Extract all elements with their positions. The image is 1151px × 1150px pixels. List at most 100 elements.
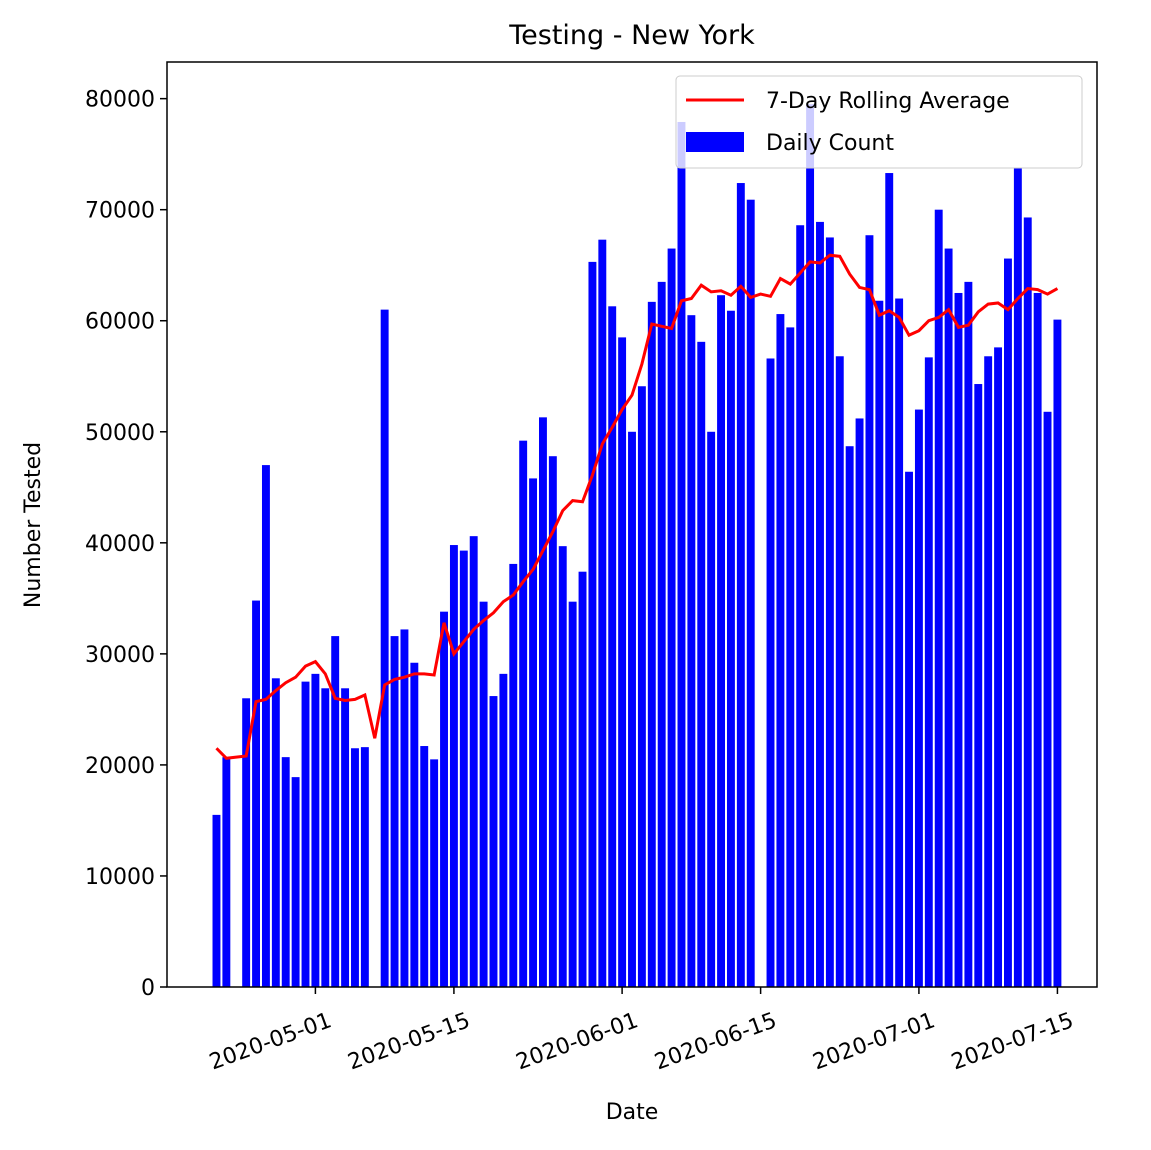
bar	[845, 446, 854, 987]
bar	[489, 696, 498, 987]
bar	[885, 173, 894, 987]
bar	[736, 183, 745, 987]
bar	[825, 237, 834, 987]
bar	[667, 248, 676, 987]
legend-box	[675, 75, 1083, 169]
bar	[558, 546, 567, 987]
y-axis-label: Number Tested	[21, 442, 46, 608]
bar	[717, 295, 725, 988]
bar	[677, 121, 686, 987]
bar	[410, 662, 419, 987]
legend-label: 7-Day Rolling Average	[766, 89, 1010, 114]
y-tick-label: 0	[141, 976, 155, 1001]
bar	[1023, 217, 1032, 988]
y-tick-label: 70000	[85, 199, 155, 224]
y-tick-label: 60000	[85, 310, 155, 335]
bar	[934, 209, 943, 987]
y-tick-label: 30000	[85, 643, 155, 668]
y-tick-label: 10000	[85, 865, 155, 890]
y-tick-label: 80000	[85, 88, 155, 113]
bar	[726, 310, 735, 987]
bar	[430, 759, 439, 987]
bar	[539, 417, 547, 987]
bar	[974, 384, 983, 987]
bar	[786, 327, 795, 988]
bar	[796, 225, 805, 987]
bar	[479, 601, 488, 987]
bar	[400, 629, 409, 987]
bar	[331, 636, 340, 987]
bar	[914, 409, 923, 987]
bar	[618, 337, 627, 988]
bar	[578, 571, 587, 987]
y-tick-label: 50000	[85, 421, 155, 446]
bar	[905, 471, 913, 987]
bar	[321, 688, 330, 987]
bar	[776, 314, 785, 988]
bar	[608, 306, 617, 987]
bar	[1004, 258, 1012, 988]
bar	[509, 563, 518, 987]
bar	[252, 600, 260, 987]
x-axis-label: Date	[606, 1100, 659, 1125]
bar	[242, 698, 251, 987]
bar	[548, 456, 557, 988]
legend-label: Daily Count	[766, 131, 894, 156]
bar	[816, 221, 824, 988]
bar	[222, 757, 231, 987]
bar	[984, 356, 993, 987]
y-tick-label: 40000	[85, 532, 155, 557]
bar	[459, 550, 468, 987]
bar	[440, 611, 448, 987]
line	[215, 253, 1059, 760]
bar	[687, 315, 696, 987]
bar	[1043, 411, 1052, 987]
bar	[281, 757, 290, 987]
bar	[351, 748, 359, 987]
bar	[954, 292, 963, 987]
bar	[469, 536, 478, 987]
bar	[855, 418, 864, 987]
bar	[746, 199, 755, 988]
chart-title: Testing - New York	[508, 20, 755, 51]
bar	[390, 636, 399, 987]
bar	[420, 746, 429, 987]
bar	[707, 431, 716, 987]
bar	[1053, 319, 1062, 987]
bar	[212, 814, 221, 987]
bar	[360, 747, 369, 987]
bar	[697, 341, 706, 988]
bar	[637, 386, 646, 987]
bar	[895, 298, 904, 987]
bar	[1033, 292, 1042, 987]
bar	[944, 248, 953, 987]
bar	[261, 465, 270, 987]
bar	[449, 545, 458, 987]
bar	[647, 301, 656, 987]
bar	[598, 239, 607, 987]
bar	[588, 261, 597, 987]
bar	[341, 688, 350, 987]
plot-frame	[166, 61, 1098, 988]
bar	[271, 678, 280, 987]
bar	[519, 440, 528, 987]
bar	[924, 357, 933, 987]
legend-swatch	[686, 132, 744, 152]
bar	[628, 431, 636, 987]
y-tick-label: 20000	[85, 754, 155, 779]
bar	[291, 777, 300, 987]
bar	[835, 356, 844, 987]
bar	[1013, 167, 1022, 988]
bar	[806, 104, 815, 987]
bar	[766, 358, 775, 987]
bar	[380, 309, 389, 988]
bar	[301, 681, 310, 987]
bar	[964, 281, 973, 988]
bar	[994, 347, 1003, 987]
bar	[657, 281, 666, 988]
bar	[865, 235, 874, 987]
bar	[311, 673, 320, 987]
bar	[568, 601, 577, 987]
bar	[875, 300, 884, 987]
